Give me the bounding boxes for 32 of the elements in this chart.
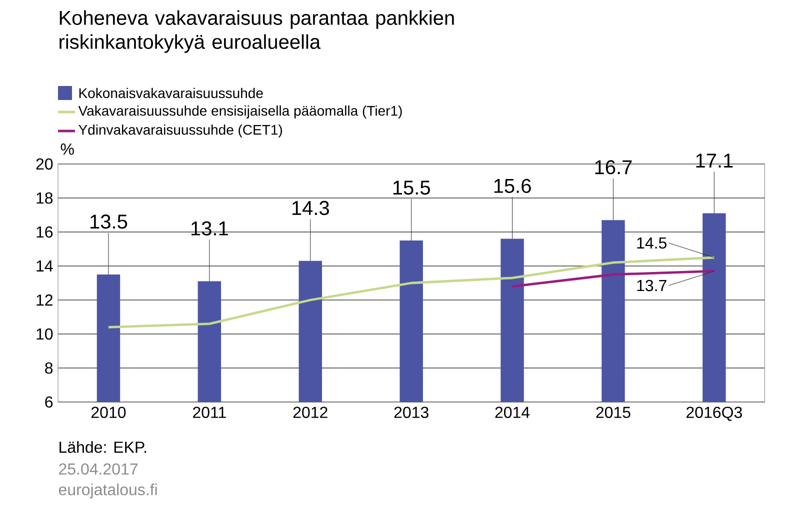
x-tick-label: 2015 <box>596 406 630 418</box>
y-tick-label: 20 <box>36 158 53 170</box>
x-tick-label: 2014 <box>495 406 530 418</box>
data-label: 13.7 <box>637 280 666 292</box>
data-label: 13.5 <box>90 214 128 229</box>
legend-label: Vakavaraisuussuhde ensisijaisella pääomalla (Tier1) <box>78 105 402 119</box>
x-tick-label: 2013 <box>394 406 428 418</box>
x-tick-label: 2011 <box>193 406 226 418</box>
chart-title: Koheneva vakavaraisuus parantaa pankkien riskinkantokykyä euroalueella <box>60 10 454 53</box>
legend-label: Ydinvakavaraisuussuhde (CET1) <box>78 124 282 138</box>
data-label: 15.6 <box>494 178 531 193</box>
text: Lähde: EKP. <box>60 441 146 453</box>
y-tick-label: 6 <box>45 396 53 408</box>
y-tick-label: 14 <box>36 260 53 272</box>
y-tick-label: 16 <box>36 226 53 238</box>
x-tick-label: 2016Q3 <box>686 406 742 421</box>
data-label: 14.5 <box>637 237 666 249</box>
data-label: 14.3 <box>292 200 329 216</box>
x-tick-label: 2012 <box>293 406 328 418</box>
data-label: 16.7 <box>595 160 632 174</box>
legend-label: Kokonaisvakavaraisuussuhde <box>79 88 263 98</box>
y-tick-label: 18 <box>36 192 53 204</box>
line-series <box>107 256 716 328</box>
text: eurojatalous.fi <box>58 484 157 498</box>
y-tick-label: 10 <box>36 328 53 340</box>
y-tick-label: 8 <box>45 362 53 374</box>
text: 25.04.2017 <box>59 463 138 475</box>
y-axis-title: % <box>60 144 74 155</box>
x-tick-label: 2010 <box>91 406 126 418</box>
data-label: 15.5 <box>393 180 430 195</box>
y-tick-label: 12 <box>36 294 52 306</box>
data-label: 17.1 <box>696 154 733 168</box>
